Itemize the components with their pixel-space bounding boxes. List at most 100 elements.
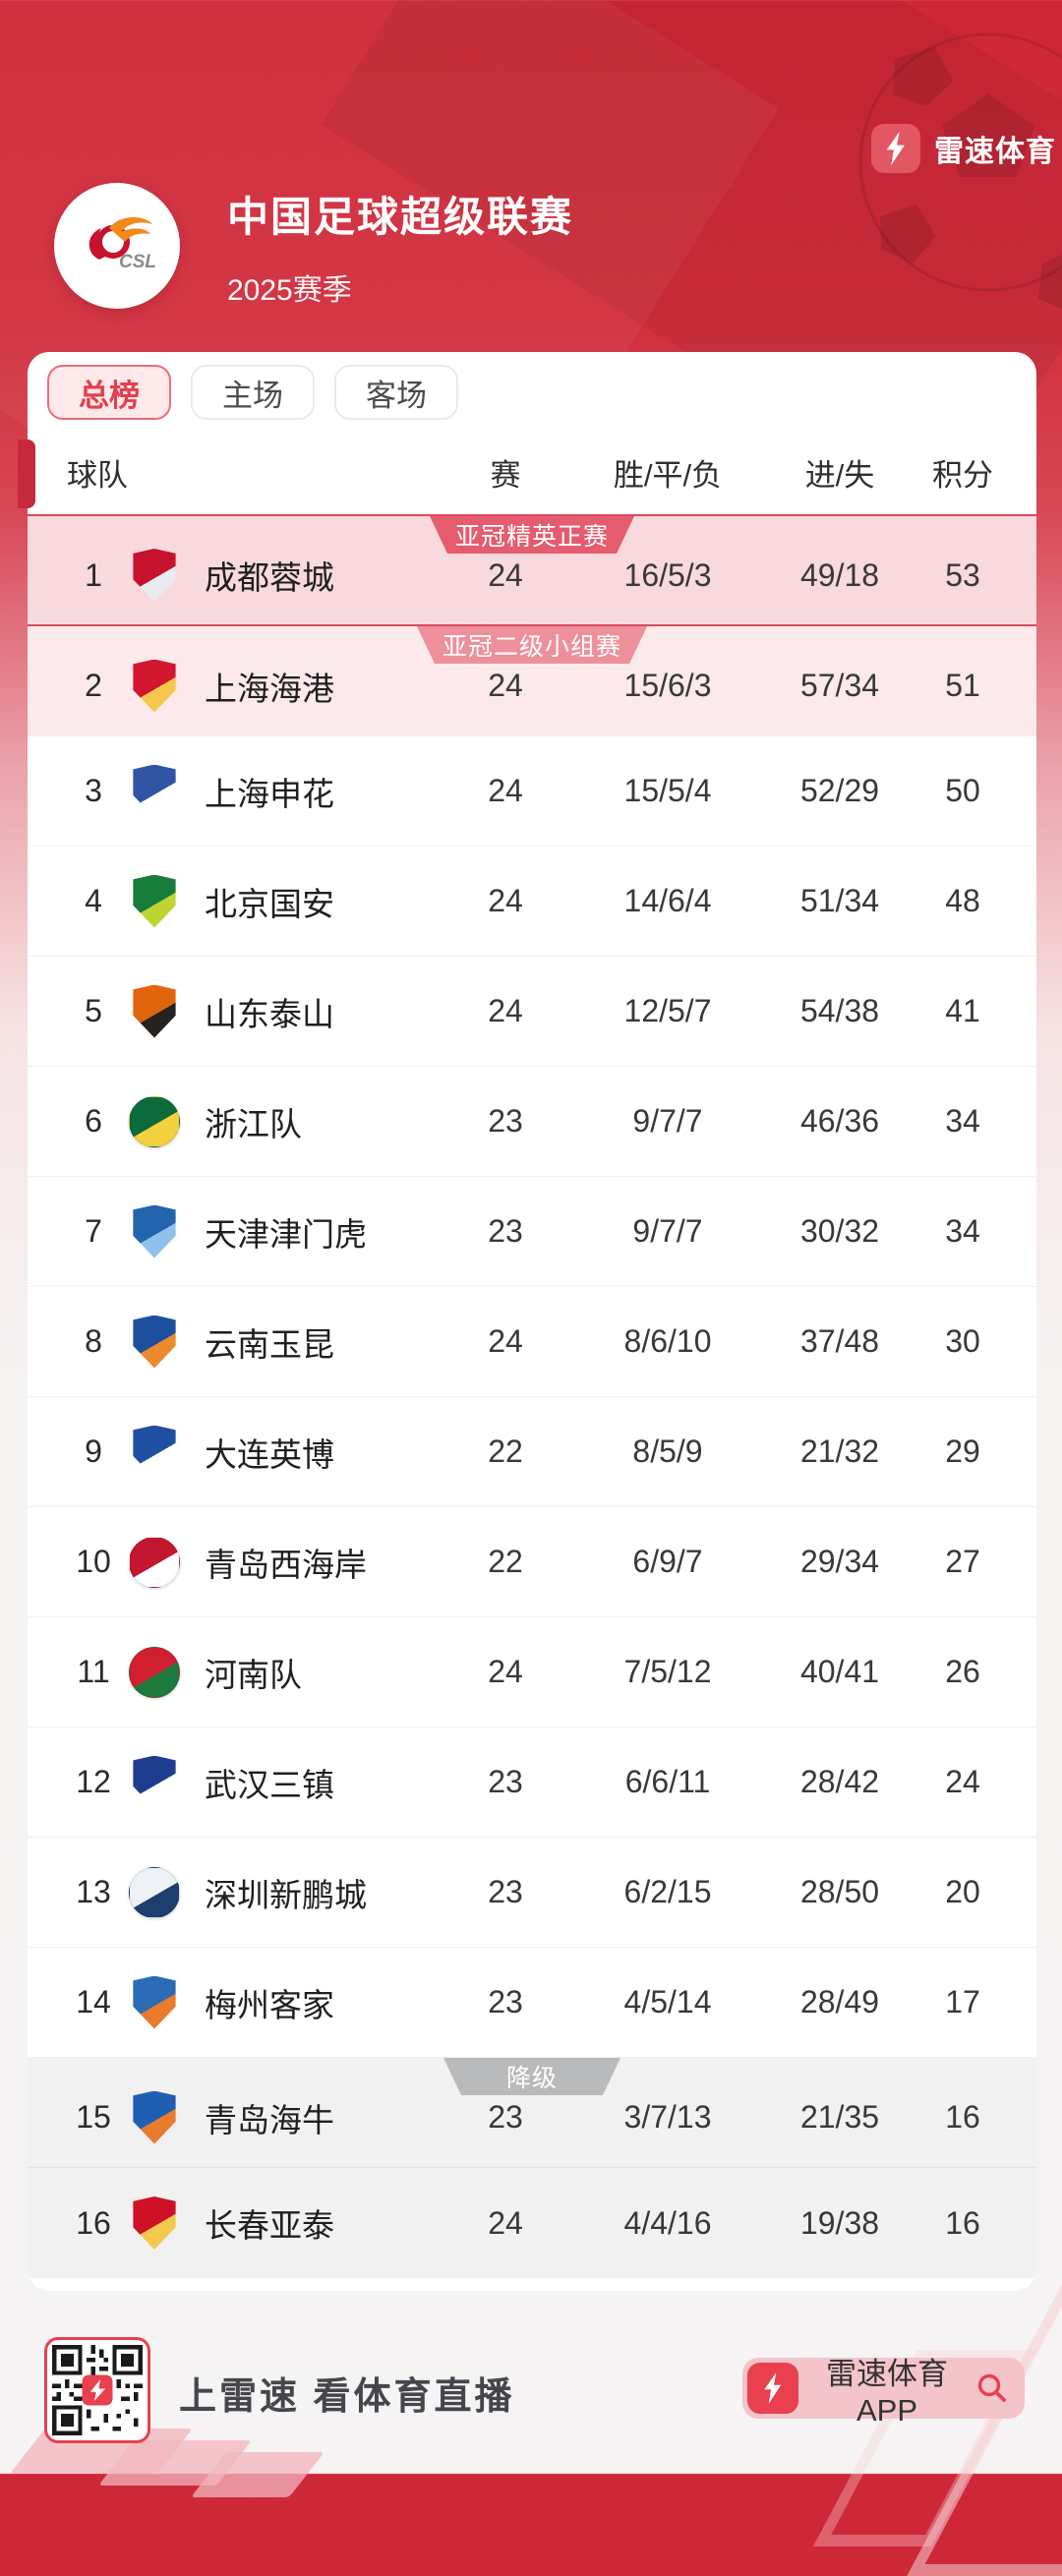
matches-played: 24 bbox=[488, 883, 523, 918]
team-logo-icon bbox=[120, 1095, 189, 1147]
team-logo-icon bbox=[120, 1646, 189, 1698]
goals-for-against: 21/35 bbox=[799, 2099, 880, 2135]
matches-played: 24 bbox=[488, 773, 523, 808]
matches-played: 24 bbox=[488, 993, 523, 1028]
goals-for-against: 46/36 bbox=[799, 1103, 880, 1139]
rank: 7 bbox=[85, 1213, 102, 1249]
points: 34 bbox=[945, 1103, 980, 1139]
rank: 4 bbox=[85, 883, 102, 918]
win-draw-loss: 12/5/7 bbox=[623, 993, 712, 1028]
rank: 2 bbox=[85, 668, 102, 703]
app-download-button[interactable]: 雷速体育APP bbox=[742, 2357, 1025, 2428]
tab-away[interactable]: 客场 bbox=[334, 365, 458, 420]
table-row[interactable]: 亚冠精英正赛 1 成都蓉城 24 16/5/3 49/18 53 bbox=[28, 516, 1036, 626]
qr-code bbox=[44, 2337, 150, 2443]
footer: 上雷速 看体育直播 雷速体育APP bbox=[0, 2252, 1062, 2576]
team-logo-icon bbox=[120, 1975, 189, 2029]
page-title: 中国足球超级联赛 bbox=[227, 193, 574, 240]
win-draw-loss: 8/6/10 bbox=[623, 1323, 712, 1359]
goals-for-against: 19/38 bbox=[799, 2204, 880, 2241]
rank: 8 bbox=[85, 1323, 102, 1359]
team-name: 青岛西海岸 bbox=[205, 1546, 367, 1583]
goals-for-against: 29/34 bbox=[799, 1544, 880, 1579]
table-row[interactable]: 4 北京国安 24 14/6/4 51/34 48 bbox=[28, 847, 1036, 957]
team-crest-icon bbox=[133, 2090, 176, 2144]
win-draw-loss: 15/5/4 bbox=[623, 773, 712, 808]
table-row[interactable]: 13 深圳新鹏城 23 6/2/15 28/50 20 bbox=[28, 1838, 1036, 1948]
team-logo-icon bbox=[120, 549, 189, 602]
table-row[interactable]: 5 山东泰山 24 12/5/7 54/38 41 bbox=[28, 957, 1036, 1067]
table-row[interactable]: 12 武汉三镇 23 6/6/11 28/42 24 bbox=[28, 1727, 1036, 1838]
team-logo-icon bbox=[120, 1755, 189, 1809]
points: 48 bbox=[945, 883, 980, 918]
team-name: 上海申花 bbox=[205, 775, 334, 812]
points: 51 bbox=[945, 668, 980, 703]
rank: 15 bbox=[76, 2099, 111, 2135]
team-crest-icon bbox=[133, 1755, 176, 1809]
table-row[interactable]: 11 河南队 24 7/5/12 40/41 26 bbox=[28, 1617, 1036, 1727]
brand: 雷速体育 bbox=[871, 124, 1056, 173]
team-logo-icon bbox=[120, 2090, 189, 2144]
goals-for-against: 51/34 bbox=[799, 883, 880, 918]
team-name: 云南玉昆 bbox=[205, 1325, 334, 1363]
table-row[interactable]: 10 青岛西海岸 22 6/9/7 29/34 27 bbox=[28, 1507, 1036, 1617]
matches-played: 23 bbox=[488, 1103, 523, 1139]
matches-played: 23 bbox=[488, 2099, 523, 2135]
team-name: 河南队 bbox=[205, 1656, 302, 1693]
team-logo-icon bbox=[120, 1204, 189, 1259]
table-row[interactable]: 8 云南玉昆 24 8/6/10 37/48 30 bbox=[28, 1287, 1036, 1397]
table-row[interactable]: 7 天津津门虎 23 9/7/7 30/32 34 bbox=[28, 1177, 1036, 1287]
goals-for-against: 52/29 bbox=[799, 773, 880, 808]
brand-name: 雷速体育 bbox=[934, 136, 1056, 168]
tab-bar: 总榜 主场 客场 bbox=[28, 352, 1036, 431]
column-wdl: 胜/平/负 bbox=[613, 458, 723, 493]
league-header: CSL 中国足球超级联赛 2025赛季 bbox=[54, 183, 573, 309]
rank: 13 bbox=[76, 1874, 111, 1909]
goals-for-against: 40/41 bbox=[799, 1654, 880, 1689]
rank: 1 bbox=[85, 556, 102, 593]
team-name: 山东泰山 bbox=[205, 995, 334, 1032]
table-row[interactable]: 9 大连英博 22 8/5/9 21/32 29 bbox=[28, 1397, 1036, 1507]
goals-for-against: 49/18 bbox=[799, 556, 880, 593]
team-crest-icon bbox=[129, 1095, 180, 1147]
goals-for-against: 57/34 bbox=[799, 668, 880, 703]
team-crest-icon bbox=[133, 1425, 176, 1479]
table-header: 球队 赛 胜/平/负 进/失 积分 bbox=[28, 431, 1036, 516]
table-row[interactable]: 6 浙江队 23 9/7/7 46/36 34 bbox=[28, 1067, 1036, 1177]
row-badge: 亚冠二级小组赛 bbox=[417, 626, 647, 664]
team-name: 大连英博 bbox=[205, 1435, 334, 1473]
rank: 14 bbox=[76, 1984, 111, 2020]
team-name: 青岛海牛 bbox=[205, 2101, 334, 2138]
team-logo-icon bbox=[120, 1866, 189, 1918]
win-draw-loss: 4/4/16 bbox=[623, 2204, 712, 2241]
table-row[interactable]: 亚冠二级小组赛 2 上海海港 24 15/6/3 57/34 51 bbox=[28, 626, 1036, 736]
team-logo-icon bbox=[120, 2196, 189, 2250]
column-team: 球队 bbox=[67, 458, 128, 493]
rank: 12 bbox=[76, 1764, 111, 1799]
points: 41 bbox=[945, 993, 980, 1028]
magnifier-icon bbox=[977, 2373, 1006, 2402]
team-name: 浙江队 bbox=[205, 1105, 302, 1142]
table-row[interactable]: 降级 15 青岛海牛 23 3/7/13 21/35 16 bbox=[28, 2058, 1036, 2168]
table-row[interactable]: 3 上海申花 24 15/5/4 52/29 50 bbox=[28, 736, 1036, 847]
table-row[interactable]: 14 梅州客家 23 4/5/14 28/49 17 bbox=[28, 1948, 1036, 2058]
row-badge: 亚冠精英正赛 bbox=[430, 516, 634, 554]
points: 26 bbox=[945, 1654, 980, 1689]
tab-overall[interactable]: 总榜 bbox=[47, 365, 171, 420]
win-draw-loss: 6/9/7 bbox=[632, 1544, 703, 1579]
win-draw-loss: 16/5/3 bbox=[623, 556, 712, 593]
team-crest-icon bbox=[129, 1536, 180, 1588]
team-logo-icon bbox=[120, 764, 189, 818]
team-crest-icon bbox=[129, 1646, 180, 1698]
rank: 6 bbox=[85, 1103, 102, 1139]
csl-league-logo: CSL bbox=[54, 183, 180, 309]
points: 16 bbox=[945, 2204, 980, 2241]
win-draw-loss: 3/7/13 bbox=[623, 2099, 712, 2135]
points: 17 bbox=[945, 1984, 980, 2020]
team-name: 深圳新鹏城 bbox=[205, 1876, 367, 1913]
table-row[interactable]: 16 长春亚泰 24 4/4/16 19/38 16 bbox=[28, 2168, 1036, 2278]
team-logo-icon bbox=[120, 874, 189, 928]
tab-home[interactable]: 主场 bbox=[191, 365, 315, 420]
row-badge: 降级 bbox=[443, 2058, 620, 2095]
csl-logo-text: CSL bbox=[119, 252, 156, 272]
